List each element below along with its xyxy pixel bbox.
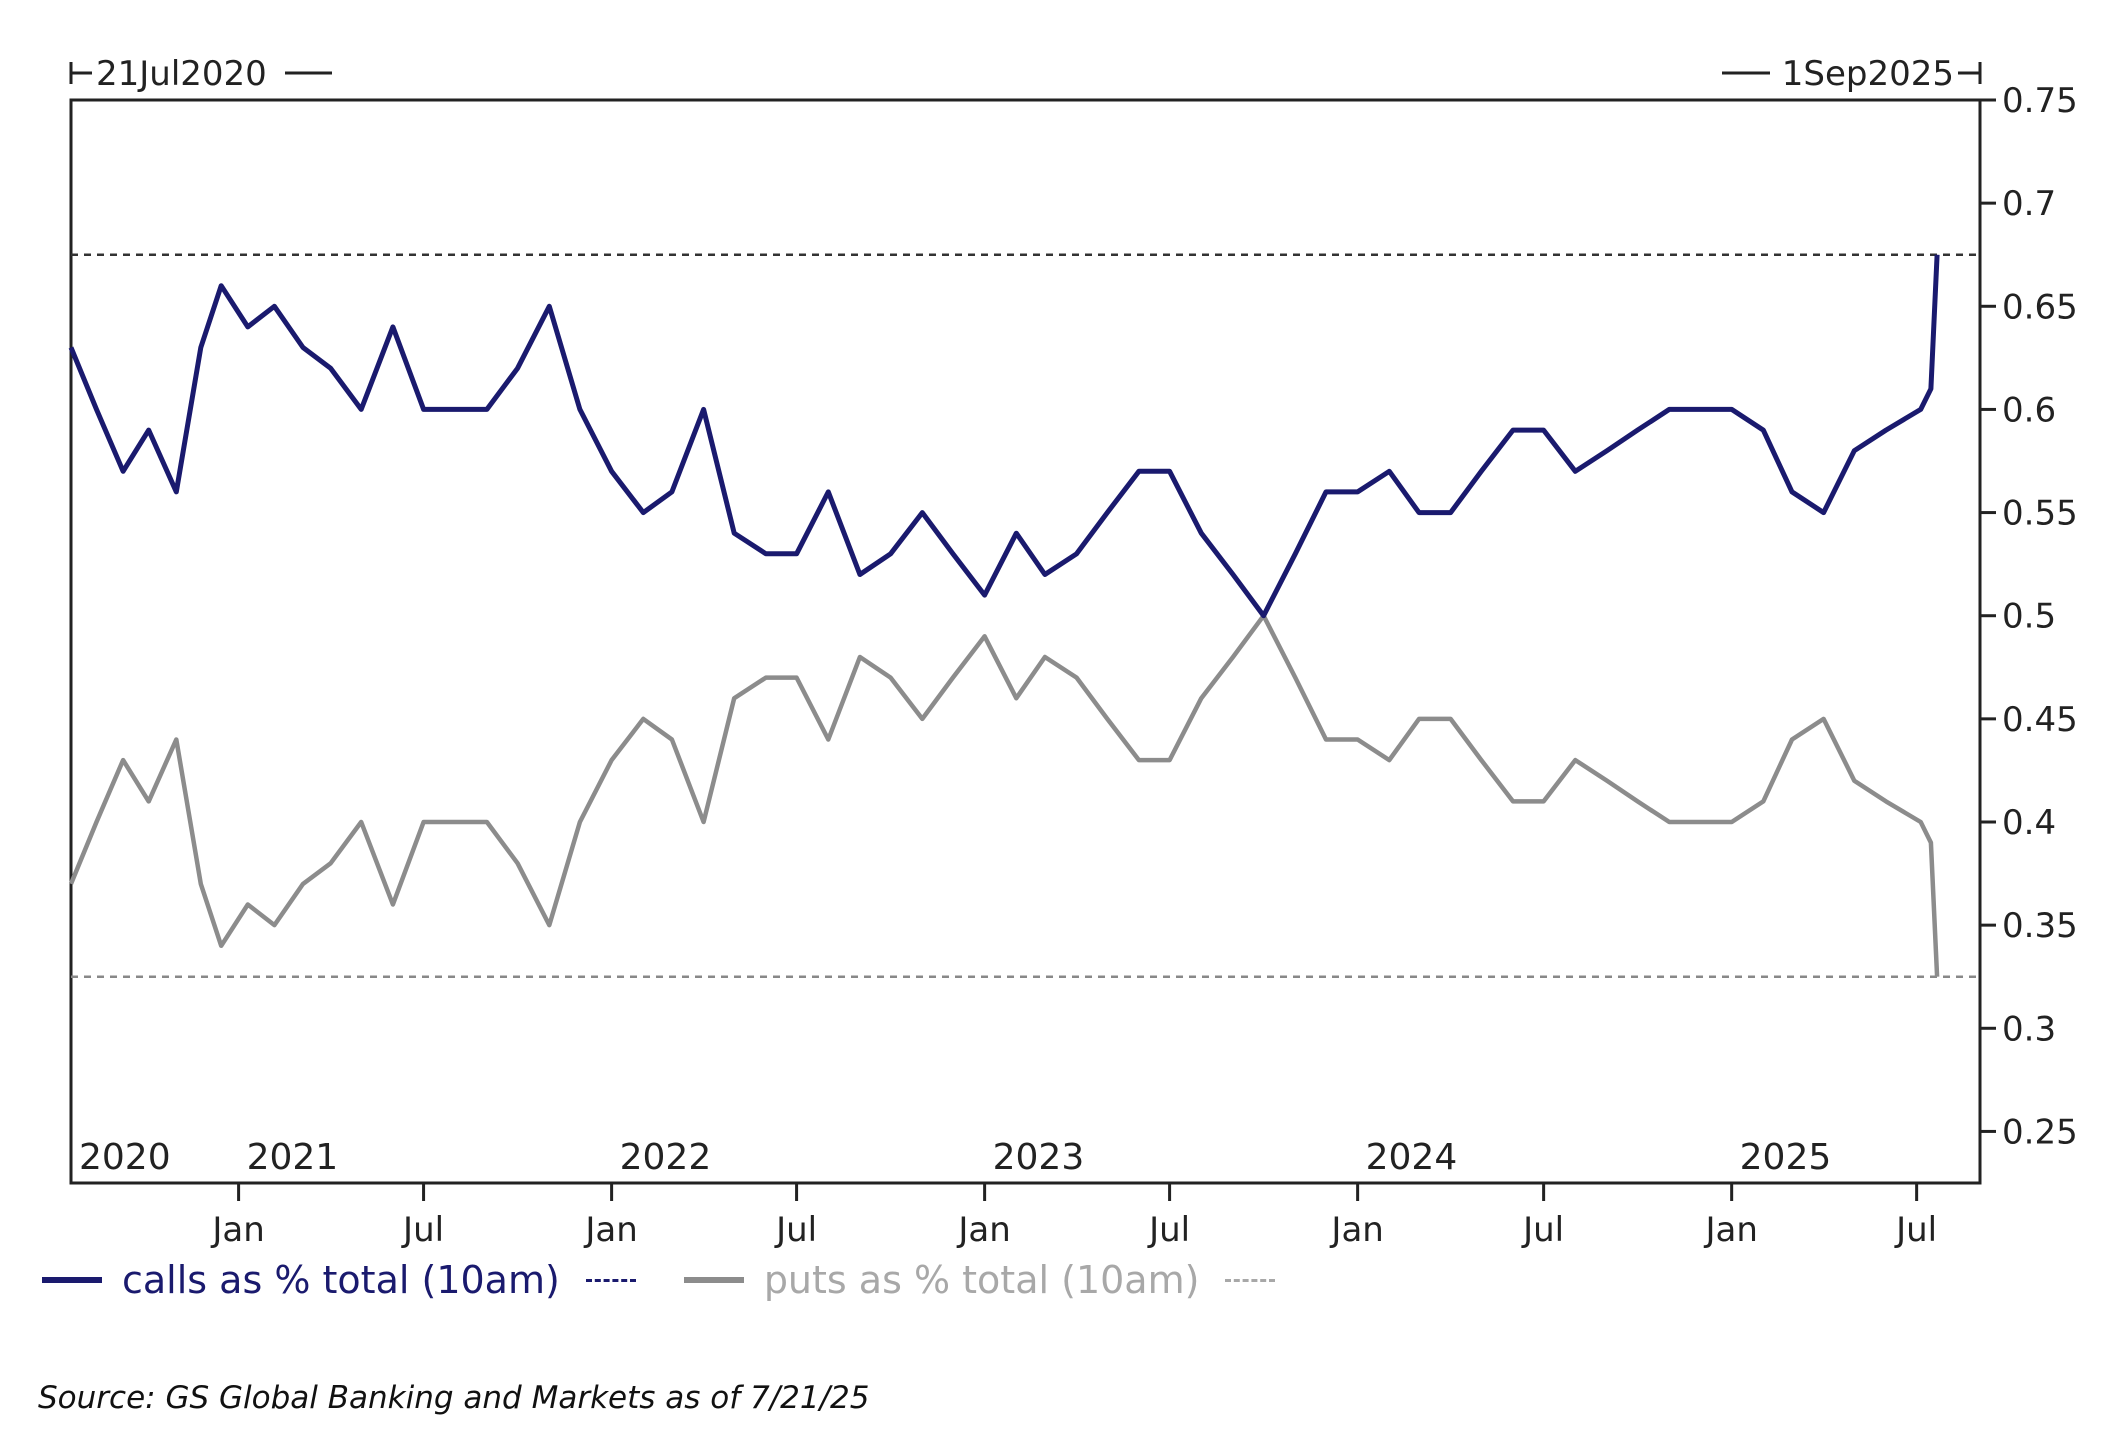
x-tick-label: Jan	[583, 1210, 637, 1250]
y-tick-label: 0.4	[2002, 803, 2056, 843]
y-tick-label: 0.35	[2002, 906, 2078, 946]
year-label: 2023	[993, 1137, 1085, 1178]
year-label: 2022	[620, 1137, 712, 1178]
range-start-label: 21Jul2020	[96, 54, 267, 94]
year-label: 2020	[79, 1137, 171, 1178]
source-note: Source: GS Global Banking and Markets as…	[38, 1380, 870, 1416]
year-label: 2025	[1740, 1137, 1832, 1178]
plot-frame	[69, 98, 1982, 1185]
y-tick-label: 0.25	[2002, 1112, 2078, 1152]
y-tick-label: 0.55	[2002, 494, 2078, 534]
range-end-marker: 1Sep2025	[1722, 54, 1982, 94]
year-labels: 2020 2021 2022 2023 2024 2025	[79, 1137, 1831, 1178]
year-label: 2021	[247, 1137, 339, 1178]
y-tick-label: 0.5	[2002, 597, 2056, 637]
x-tick-label: Jul	[401, 1210, 444, 1250]
legend-item-calls: calls as % total (10am)	[42, 1258, 636, 1302]
x-tick-label: Jan	[1703, 1210, 1757, 1250]
y-tick-label: 0.3	[2002, 1009, 2056, 1049]
legend-dash-puts	[1225, 1278, 1276, 1282]
series-layer	[68, 254, 1940, 977]
legend-dash-calls	[585, 1278, 636, 1282]
x-axis: Jan Jul Jan Jul Jan Jul Jan Jul Jan Jul	[210, 1183, 1937, 1250]
y-tick-label: 0.75	[2002, 81, 2078, 121]
chart-area: 21Jul2020 1Sep2025 0.25 0.3 0.35 0.4 0.45 0.5…	[68, 54, 2078, 1250]
x-tick-label: Jan	[1329, 1210, 1383, 1250]
legend-swatch-calls	[42, 1277, 102, 1283]
range-start-marker: 21Jul2020	[69, 54, 332, 94]
series-line-puts	[68, 613, 1940, 977]
y-tick-label: 0.45	[2002, 700, 2078, 740]
x-tick-label: Jul	[1147, 1210, 1190, 1250]
legend-label-calls: calls as % total (10am)	[122, 1258, 560, 1302]
reference-lines	[71, 253, 1980, 978]
y-tick-label: 0.6	[2002, 390, 2056, 430]
y-axis: 0.25 0.3 0.35 0.4 0.45 0.5 0.55 0.6 0.65 0.7 0.75	[1980, 81, 2078, 1152]
legend-label-puts: puts as % total (10am)	[763, 1258, 1200, 1302]
legend: calls as % total (10am) puts as % total …	[42, 1255, 1323, 1305]
legend-swatch-puts	[683, 1277, 744, 1283]
series-line-calls	[68, 254, 1940, 619]
legend-item-puts: puts as % total (10am)	[683, 1258, 1276, 1302]
year-label: 2024	[1366, 1137, 1458, 1178]
x-tick-label: Jul	[774, 1210, 817, 1250]
chart-svg: 21Jul2020 1Sep2025 0.25 0.3 0.35 0.4 0.45 0.5…	[68, 54, 2078, 1250]
x-tick-label: Jul	[1894, 1210, 1937, 1250]
x-tick-label: Jul	[1521, 1210, 1564, 1250]
y-tick-label: 0.65	[2002, 287, 2078, 327]
y-tick-label: 0.7	[2002, 184, 2056, 224]
x-tick-label: Jan	[210, 1210, 264, 1250]
range-end-label: 1Sep2025	[1782, 54, 1954, 94]
x-tick-label: Jan	[956, 1210, 1010, 1250]
